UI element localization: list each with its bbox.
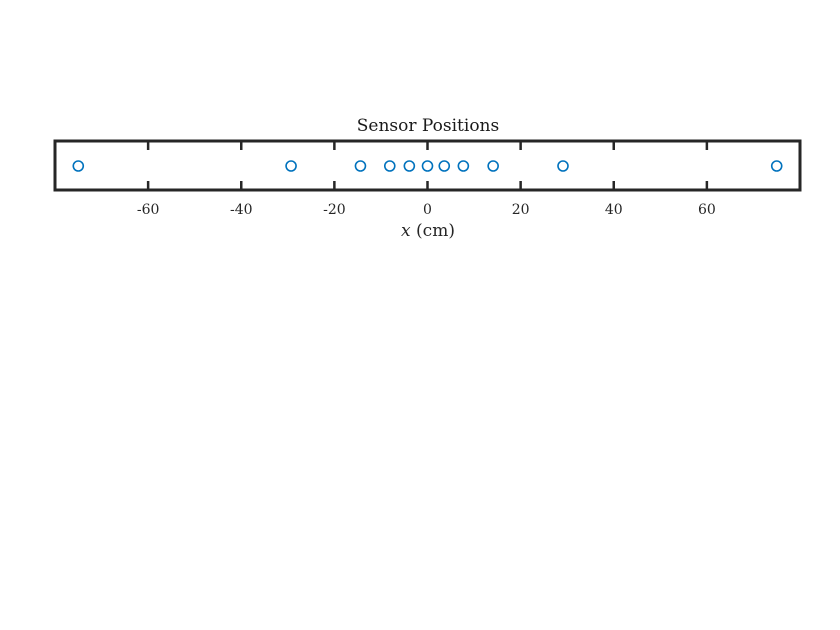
x-tick-label: -60 — [137, 202, 160, 218]
sensor-marker — [403, 160, 416, 172]
x-tick-label: 0 — [423, 202, 432, 218]
sensor-marker — [457, 160, 470, 172]
sensor-marker — [354, 160, 367, 172]
chart-title: Sensor Positions — [357, 116, 499, 136]
x-axis-label: x (cm) — [401, 221, 455, 241]
x-tick-label: -40 — [230, 202, 253, 218]
x-tick-label: 60 — [698, 202, 716, 218]
sensor-marker — [557, 160, 569, 172]
sensor-marker — [421, 160, 434, 172]
sensor-marker — [438, 160, 451, 172]
x-axis-tick-labels: -60 -40 -20 0 20 40 60 — [137, 202, 716, 218]
sensor-markers — [72, 160, 783, 172]
sensor-marker — [285, 160, 297, 172]
x-tick-label: 20 — [512, 202, 530, 218]
x-tick-label: 40 — [605, 202, 623, 218]
chart: Sensor Positions -60 -40 -20 0 20 40 60 x (cm) — [53, 116, 802, 241]
sensor-marker — [383, 160, 396, 172]
sensor-marker — [770, 160, 783, 172]
x-axis-ticks — [146, 141, 709, 190]
x-axis-unit: (cm) — [411, 221, 455, 241]
sensor-marker — [72, 160, 85, 172]
x-tick-label: -20 — [323, 202, 346, 218]
sensor-marker — [487, 160, 499, 172]
x-axis-variable: x — [401, 221, 411, 241]
plot-area-frame — [53, 139, 802, 192]
